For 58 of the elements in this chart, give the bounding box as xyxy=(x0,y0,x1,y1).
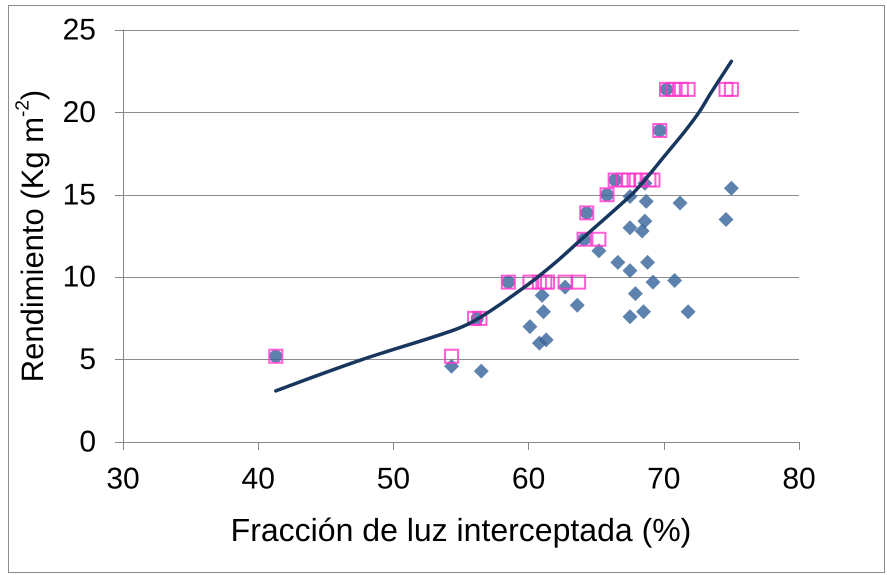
y-tick-label: 25 xyxy=(62,14,96,46)
point xyxy=(522,319,538,334)
point xyxy=(641,172,656,188)
x-tick-label: 30 xyxy=(106,462,140,496)
point xyxy=(474,364,489,379)
point xyxy=(638,194,654,209)
point xyxy=(628,286,643,302)
y-tick-label: 15 xyxy=(62,178,96,212)
point xyxy=(645,172,660,188)
point xyxy=(522,274,538,290)
y-tick-label: 20 xyxy=(62,96,96,129)
point xyxy=(616,172,631,188)
point xyxy=(571,274,586,290)
point xyxy=(610,254,626,270)
x-tick-label: 60 xyxy=(512,462,546,496)
x-tick-label: 40 xyxy=(242,462,275,496)
point xyxy=(622,263,638,278)
point xyxy=(680,304,696,320)
x-axis-title: Fracción de luz interceptada (%) xyxy=(230,512,692,548)
point xyxy=(724,82,739,97)
point xyxy=(645,274,660,290)
point xyxy=(724,180,739,196)
point xyxy=(622,309,638,324)
point xyxy=(621,172,636,188)
y-tick-label: 10 xyxy=(62,260,96,294)
point xyxy=(558,274,573,290)
point xyxy=(536,304,551,320)
y-tick-label: 5 xyxy=(79,343,96,376)
point xyxy=(633,172,648,188)
point xyxy=(472,310,488,326)
point xyxy=(444,348,460,364)
point xyxy=(672,196,688,211)
y-axis-title: Rendimiento (Kg m-2) xyxy=(12,90,50,382)
y-tick-label: 0 xyxy=(79,426,96,458)
point xyxy=(636,304,652,320)
point xyxy=(634,224,650,239)
point xyxy=(674,82,689,97)
line-series xyxy=(274,60,734,393)
point xyxy=(532,274,547,290)
point xyxy=(538,332,554,348)
point xyxy=(467,310,482,326)
point xyxy=(591,232,606,247)
point xyxy=(537,274,552,290)
x-tick-label: 80 xyxy=(782,462,816,496)
point xyxy=(540,274,556,290)
point xyxy=(591,243,606,258)
point xyxy=(718,82,734,97)
point xyxy=(570,298,585,313)
point xyxy=(667,272,682,288)
point xyxy=(534,288,550,303)
x-tick-label: 50 xyxy=(376,462,410,496)
point xyxy=(640,254,656,270)
point xyxy=(622,220,638,236)
point xyxy=(718,212,734,228)
point xyxy=(666,82,681,97)
x-tick-label: 70 xyxy=(647,462,680,496)
point xyxy=(637,214,652,229)
point xyxy=(680,82,696,97)
